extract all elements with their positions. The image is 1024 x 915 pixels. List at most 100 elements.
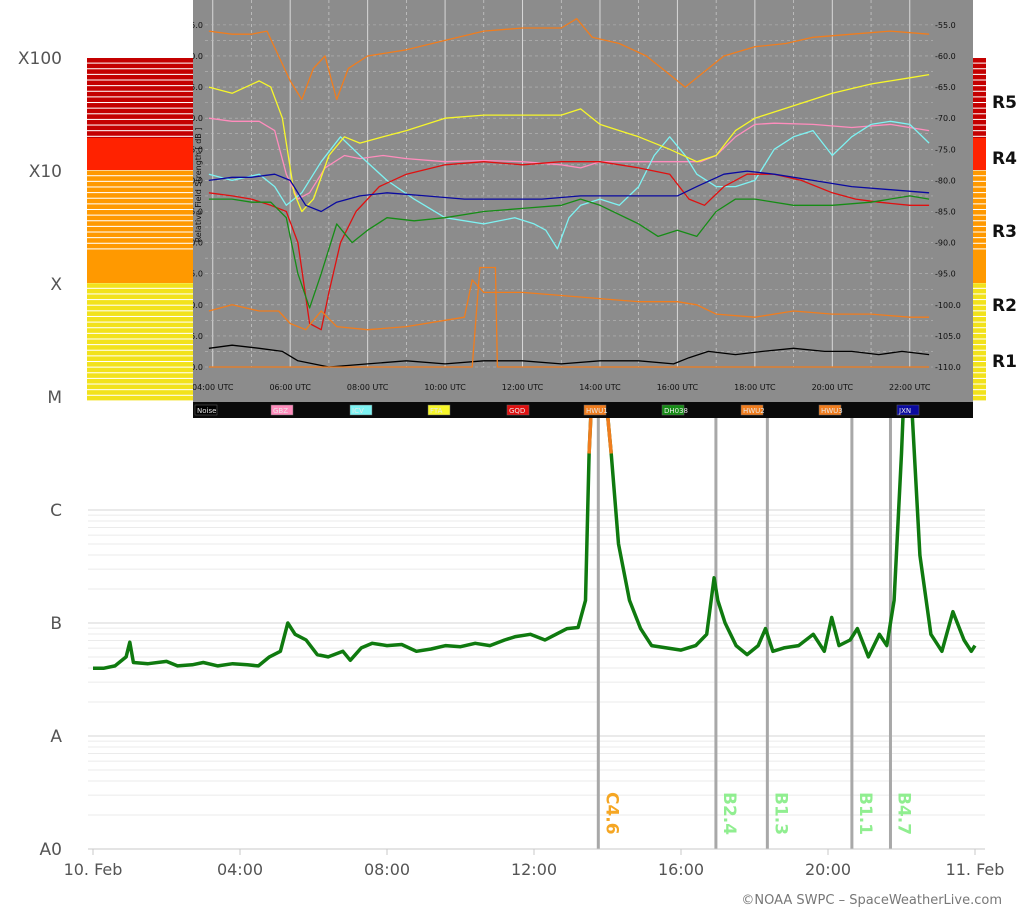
scale-band bbox=[87, 86, 195, 91]
radio-blackout-labels: R1 R2 R3 R4 R5 bbox=[992, 93, 1017, 372]
vlf-y-tick-left: -95.0 bbox=[193, 270, 203, 279]
scale-band bbox=[87, 103, 195, 108]
scale-band bbox=[972, 74, 986, 80]
vlf-legend-label: HWU3 bbox=[821, 407, 843, 415]
scale-band bbox=[972, 103, 986, 108]
scale-band bbox=[87, 97, 195, 103]
vlf-y-tick-right: -65.0 bbox=[935, 83, 956, 92]
vlf-y-tick-right: -100.0 bbox=[935, 301, 961, 310]
vlf-legend-label: Noise bbox=[197, 407, 216, 415]
scale-band bbox=[972, 373, 986, 378]
y-class-label: X100 bbox=[18, 49, 62, 69]
vlf-legend-swatch bbox=[740, 404, 764, 416]
scale-band bbox=[972, 316, 986, 322]
scale-band bbox=[87, 204, 195, 209]
scale-band bbox=[972, 367, 986, 373]
scale-band bbox=[87, 238, 195, 243]
scale-band bbox=[87, 345, 195, 350]
vlf-y-tick-left: -100.0 bbox=[193, 301, 203, 310]
scale-band bbox=[972, 215, 986, 221]
scale-band bbox=[87, 333, 195, 339]
scale-band bbox=[87, 108, 195, 114]
vlf-y-tick-left: -65.0 bbox=[193, 83, 203, 92]
scale-band bbox=[972, 288, 986, 294]
x-tick-label: 10. Feb bbox=[64, 860, 123, 879]
y-class-label: X10 bbox=[29, 162, 62, 182]
scale-band bbox=[972, 108, 986, 114]
scale-band bbox=[972, 390, 986, 395]
scale-band bbox=[972, 119, 986, 125]
scale-band bbox=[972, 69, 986, 74]
scale-band bbox=[87, 300, 195, 305]
scale-band bbox=[87, 119, 195, 125]
scale-band bbox=[972, 238, 986, 243]
scale-band bbox=[972, 221, 986, 226]
radio-scale-bar-left bbox=[87, 58, 195, 401]
vlf-legend-swatch bbox=[506, 404, 530, 416]
scale-band bbox=[87, 288, 195, 294]
scale-band-r4 bbox=[972, 138, 986, 170]
scale-band bbox=[87, 215, 195, 221]
scale-band bbox=[87, 181, 195, 187]
x-tick-label: 04:00 bbox=[217, 860, 263, 879]
scale-band bbox=[972, 210, 986, 215]
vlf-series-dh038 bbox=[208, 195, 930, 309]
scale-band bbox=[87, 131, 195, 136]
scale-band bbox=[87, 294, 195, 300]
vlf-y-tick-left: -60.0 bbox=[193, 52, 203, 61]
scale-band bbox=[87, 193, 195, 198]
scale-band bbox=[972, 181, 986, 187]
flare-marker-label: C4.6 bbox=[601, 792, 621, 835]
scale-band bbox=[972, 131, 986, 136]
scale-band-r3 bbox=[972, 250, 986, 283]
vlf-y-tick-right: -90.0 bbox=[935, 239, 956, 248]
vlf-legend-label: FTA bbox=[430, 407, 443, 415]
radio-blackout-label: R3 bbox=[992, 222, 1017, 242]
scale-band bbox=[87, 58, 195, 63]
vlf-legend-swatch bbox=[349, 404, 373, 416]
scale-band bbox=[972, 395, 986, 401]
scale-band bbox=[87, 91, 195, 97]
vlf-legend-swatch bbox=[427, 404, 451, 416]
scale-band bbox=[87, 305, 195, 311]
vlf-x-tick-label: 10:00 UTC bbox=[424, 383, 466, 392]
flare-marker-label: B1.3 bbox=[770, 792, 790, 835]
y-class-label: M bbox=[47, 388, 62, 408]
scale-band bbox=[87, 63, 195, 69]
vlf-series-icv bbox=[208, 120, 930, 250]
vlf-series-hwu1 bbox=[208, 18, 930, 101]
scale-band bbox=[87, 367, 195, 373]
vlf-y-tick-right: -80.0 bbox=[935, 176, 956, 185]
scale-band bbox=[972, 350, 986, 356]
scale-band bbox=[972, 63, 986, 69]
vlf-y-tick-right: -85.0 bbox=[935, 207, 956, 216]
vlf-y-axis-label: Relative Field Strength [ dB ] bbox=[194, 128, 203, 243]
vlf-legend-bg bbox=[193, 402, 973, 418]
vlf-series bbox=[208, 18, 930, 368]
x-tick-label: 11. Feb bbox=[946, 860, 1005, 879]
scale-band bbox=[87, 390, 195, 395]
vlf-series-fta bbox=[208, 73, 930, 213]
scale-band bbox=[972, 198, 986, 204]
vlf-legend-label: HWU2 bbox=[743, 407, 765, 415]
vlf-legend-label: GBZ bbox=[273, 407, 288, 415]
vlf-y-ticks: -55.0 -55.0 -60.0 -60.0 -65.0 -65.0 -70.0 -70.0… bbox=[193, 21, 961, 372]
radio-blackout-label: R4 bbox=[992, 149, 1017, 169]
scale-band bbox=[87, 395, 195, 401]
vlf-series-jxn bbox=[208, 170, 930, 213]
vlf-legend-label: HWU1 bbox=[586, 407, 608, 415]
vlf-series-noise bbox=[208, 344, 930, 368]
scale-band bbox=[87, 69, 195, 74]
flare-marker-label: B4.7 bbox=[893, 792, 913, 835]
scale-band bbox=[972, 232, 986, 238]
vlf-x-ticks: 04:00 UTC 06:00 UTC 08:00 UTC 10:00 UTC 12:0… bbox=[193, 383, 931, 392]
scale-band bbox=[972, 283, 986, 288]
vlf-y-tick-right: -55.0 bbox=[935, 21, 956, 30]
scale-band bbox=[972, 322, 986, 328]
x-axis: 10. Feb 04:00 08:00 12:00 16:00 20:00 11. Feb bbox=[64, 848, 1005, 879]
scale-band bbox=[972, 86, 986, 91]
scale-band bbox=[87, 125, 195, 131]
scale-band bbox=[87, 373, 195, 378]
vlf-y-tick-left: -85.0 bbox=[193, 207, 203, 216]
